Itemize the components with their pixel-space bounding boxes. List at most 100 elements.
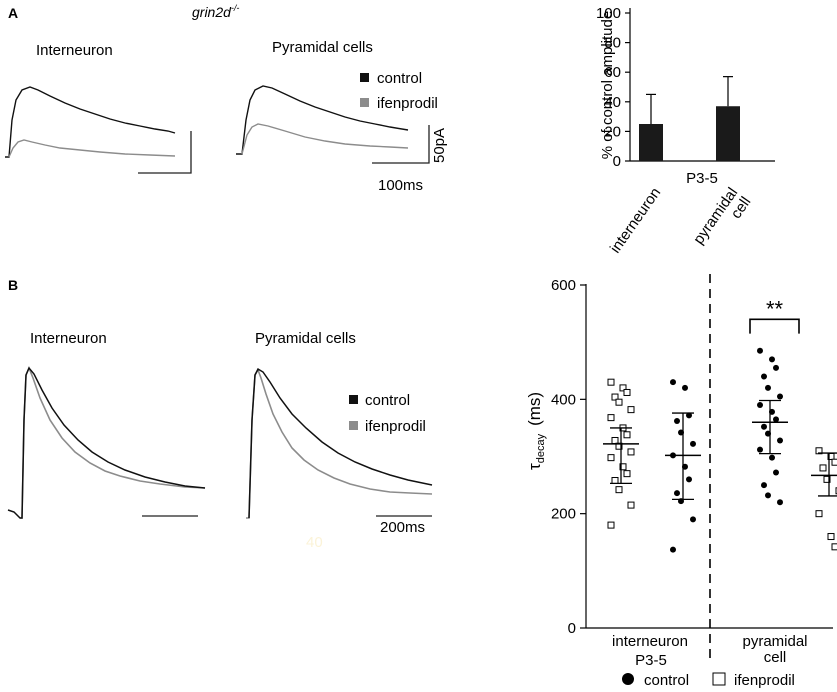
- scatter-point: [611, 436, 619, 444]
- a-interneuron-control-trace: [5, 86, 176, 158]
- scatter-group-label: interneuron: [612, 633, 688, 650]
- scatter-point: [682, 384, 688, 391]
- bottom-legend-ifenprodil-label: ifenprodil: [734, 672, 795, 689]
- b-legend-ifenprodil-label: ifenprodil: [365, 418, 426, 435]
- bar-category-label: pyramidalcell: [690, 185, 754, 257]
- scatter-y-label: τdecay(ms): [525, 392, 547, 470]
- scatter-point: [615, 486, 623, 494]
- a-legend-control-swatch: [360, 73, 369, 82]
- a-right-scale-bar: [372, 125, 430, 164]
- a-pyramidal-title: Pyramidal cells: [272, 39, 373, 56]
- scatter-point: [607, 521, 615, 529]
- scatter-point: [686, 412, 692, 419]
- scatter-point: [619, 384, 627, 392]
- scatter-point: [607, 414, 615, 422]
- b-scale-x-label: 200ms: [380, 519, 425, 536]
- a-scale-x-label: 100ms: [378, 177, 423, 194]
- scatter-point: [777, 437, 783, 444]
- scatter-point: [627, 501, 635, 509]
- bar: [639, 124, 663, 161]
- bottom-legend-control-marker: [622, 673, 634, 685]
- a-legend-control-label: control: [377, 70, 422, 87]
- bar-chart-y-tick-label: 20: [604, 123, 621, 140]
- scatter-point: [611, 393, 619, 401]
- scatter-point: [690, 440, 696, 447]
- a-interneuron-title: Interneuron: [36, 42, 113, 59]
- a-left-scale-bar: [138, 131, 192, 174]
- scatter-point: [761, 423, 767, 430]
- genotype-label: grin2d-/-: [192, 3, 239, 20]
- scatter-point: [670, 379, 676, 386]
- scatter-point: [831, 543, 837, 551]
- scatter-point: [815, 447, 823, 455]
- scatter-point: [674, 490, 680, 497]
- scatter-point: [769, 356, 775, 363]
- scatter-point: [623, 388, 631, 396]
- scatter-point: [765, 384, 771, 391]
- scatter-point: [773, 469, 779, 476]
- scatter-group-label: pyramidal cell: [742, 633, 807, 666]
- a-legend-ifenprodil-swatch: [360, 98, 369, 107]
- b-pyramidal-control-trace: [248, 367, 433, 519]
- scatter-point: [757, 347, 763, 354]
- bar-chart-y-tick-label: 40: [604, 94, 621, 111]
- tau-decay-scatter-plot: τdecay(ms) P3-5 0 200 400 600 interneuron pyr…: [525, 274, 837, 669]
- scatter-point: [623, 431, 631, 439]
- scatter-point: [819, 464, 827, 472]
- scatter-point: [627, 406, 635, 414]
- scatter-y-tick-label: 200: [551, 506, 576, 523]
- b-legend-control-label: control: [365, 392, 410, 409]
- b-legend-control-swatch: [349, 395, 358, 404]
- a-scale-y-label: 50pA: [431, 128, 448, 163]
- scatter-y-tick-label: 600: [551, 277, 576, 294]
- bar-category-label: interneuron: [607, 185, 664, 257]
- scatter-x-label: P3-5: [635, 652, 667, 669]
- bottom-legend-control-label: control: [644, 672, 689, 689]
- significance-bracket: [749, 318, 800, 334]
- scatter-point: [615, 398, 623, 406]
- scatter-point: [686, 476, 692, 483]
- scatter-y-tick-label: 0: [568, 620, 576, 637]
- a-pyramidal-control-trace: [236, 85, 409, 155]
- scatter-point: [761, 482, 767, 489]
- scatter-point: [831, 458, 837, 466]
- panel-b-label: B: [8, 277, 18, 293]
- scatter-point: [769, 454, 775, 461]
- scatter-point: [607, 378, 615, 386]
- scatter-point: [773, 416, 779, 423]
- scatter-point: [611, 477, 619, 485]
- bar-chart-y-tick-label: 80: [604, 35, 621, 52]
- b-interneuron-title: Interneuron: [30, 330, 107, 347]
- scatter-point: [619, 463, 627, 471]
- scatter-point: [757, 402, 763, 409]
- bar-chart-y-tick-label: 100: [596, 5, 621, 22]
- bar-chart-y-tick-label: 60: [604, 64, 621, 81]
- b-interneuron-control-trace: [7, 366, 206, 519]
- scatter-point: [757, 446, 763, 453]
- scatter-point: [827, 533, 835, 541]
- bottom-legend-ifenprodil-marker: [712, 672, 726, 686]
- scatter-point: [627, 448, 635, 456]
- amplitude-bar-chart: % of control amplitude P3-5 0 20 40 60 80 100…: [596, 5, 775, 257]
- significance-stars: **: [766, 296, 784, 321]
- b-interneuron-ifenprodil-trace: [20, 365, 206, 519]
- scatter-point: [823, 475, 831, 483]
- bar-chart-x-label: P3-5: [686, 170, 718, 187]
- a-legend-ifenprodil-label: ifenprodil: [377, 95, 438, 112]
- scatter-point: [815, 510, 823, 518]
- scatter-point: [670, 546, 676, 553]
- scatter-point: [623, 470, 631, 478]
- bar-chart-y-tick-label: 0: [613, 153, 621, 170]
- scatter-y-tick-label: 400: [551, 391, 576, 408]
- bar-chart-y-label: % of control amplitude: [599, 11, 616, 159]
- scatter-point: [607, 454, 615, 462]
- scatter-point: [777, 393, 783, 400]
- faint-label: 40: [306, 534, 323, 551]
- panel-a-label: A: [8, 5, 18, 21]
- a-interneuron-ifenprodil-trace: [8, 139, 176, 158]
- b-pyramidal-title: Pyramidal cells: [255, 330, 356, 347]
- scatter-point: [761, 373, 767, 380]
- scatter-point: [674, 418, 680, 425]
- a-pyramidal-ifenprodil-trace: [241, 123, 409, 155]
